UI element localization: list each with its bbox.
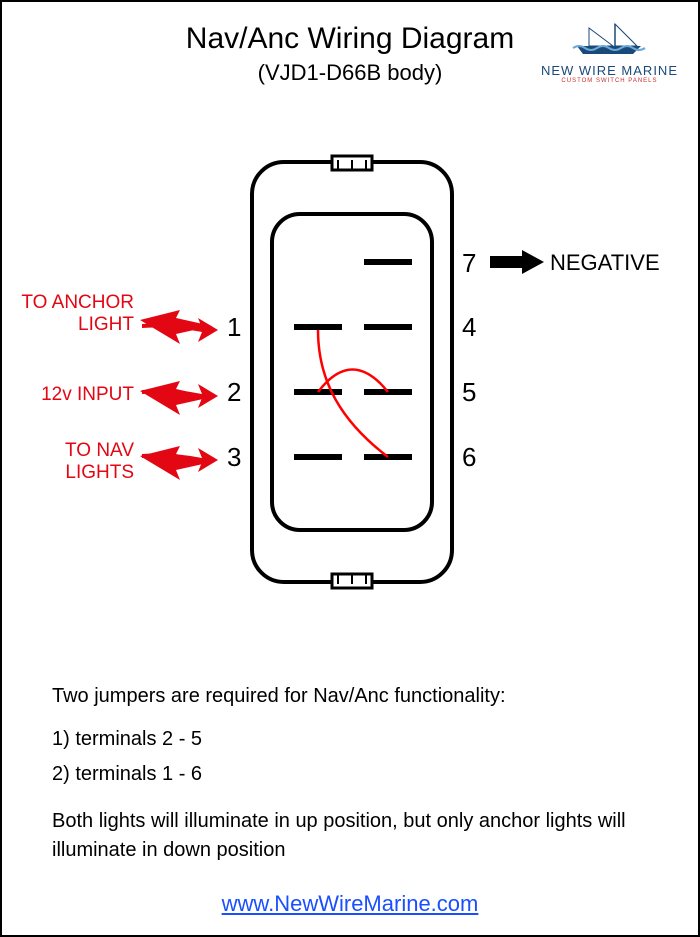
arrow-negative	[490, 250, 544, 274]
notes-line1: 1) terminals 2 - 5	[52, 725, 648, 754]
notes-conclusion: Both lights will illuminate in up positi…	[52, 807, 648, 865]
wiring-diagram: TO ANCHORLIGHT 12v INPUT TO NAVLIGHTS NE…	[2, 152, 700, 652]
brand-logo: NEW WIRE MARINE CUSTOM SWITCH PANELS	[541, 18, 678, 84]
logo-tagline: CUSTOM SWITCH PANELS	[541, 78, 678, 84]
footer-url[interactable]: www.NewWireMarine.com	[2, 891, 698, 917]
boat-icon	[569, 18, 649, 58]
logo-brand-text: NEW WIRE MARINE	[541, 63, 678, 78]
notes-intro: Two jumpers are required for Nav/Anc fun…	[52, 682, 648, 711]
notes-line2: 2) terminals 1 - 6	[52, 760, 648, 789]
switch-svg	[2, 152, 700, 612]
notes-block: Two jumpers are required for Nav/Anc fun…	[52, 682, 648, 871]
